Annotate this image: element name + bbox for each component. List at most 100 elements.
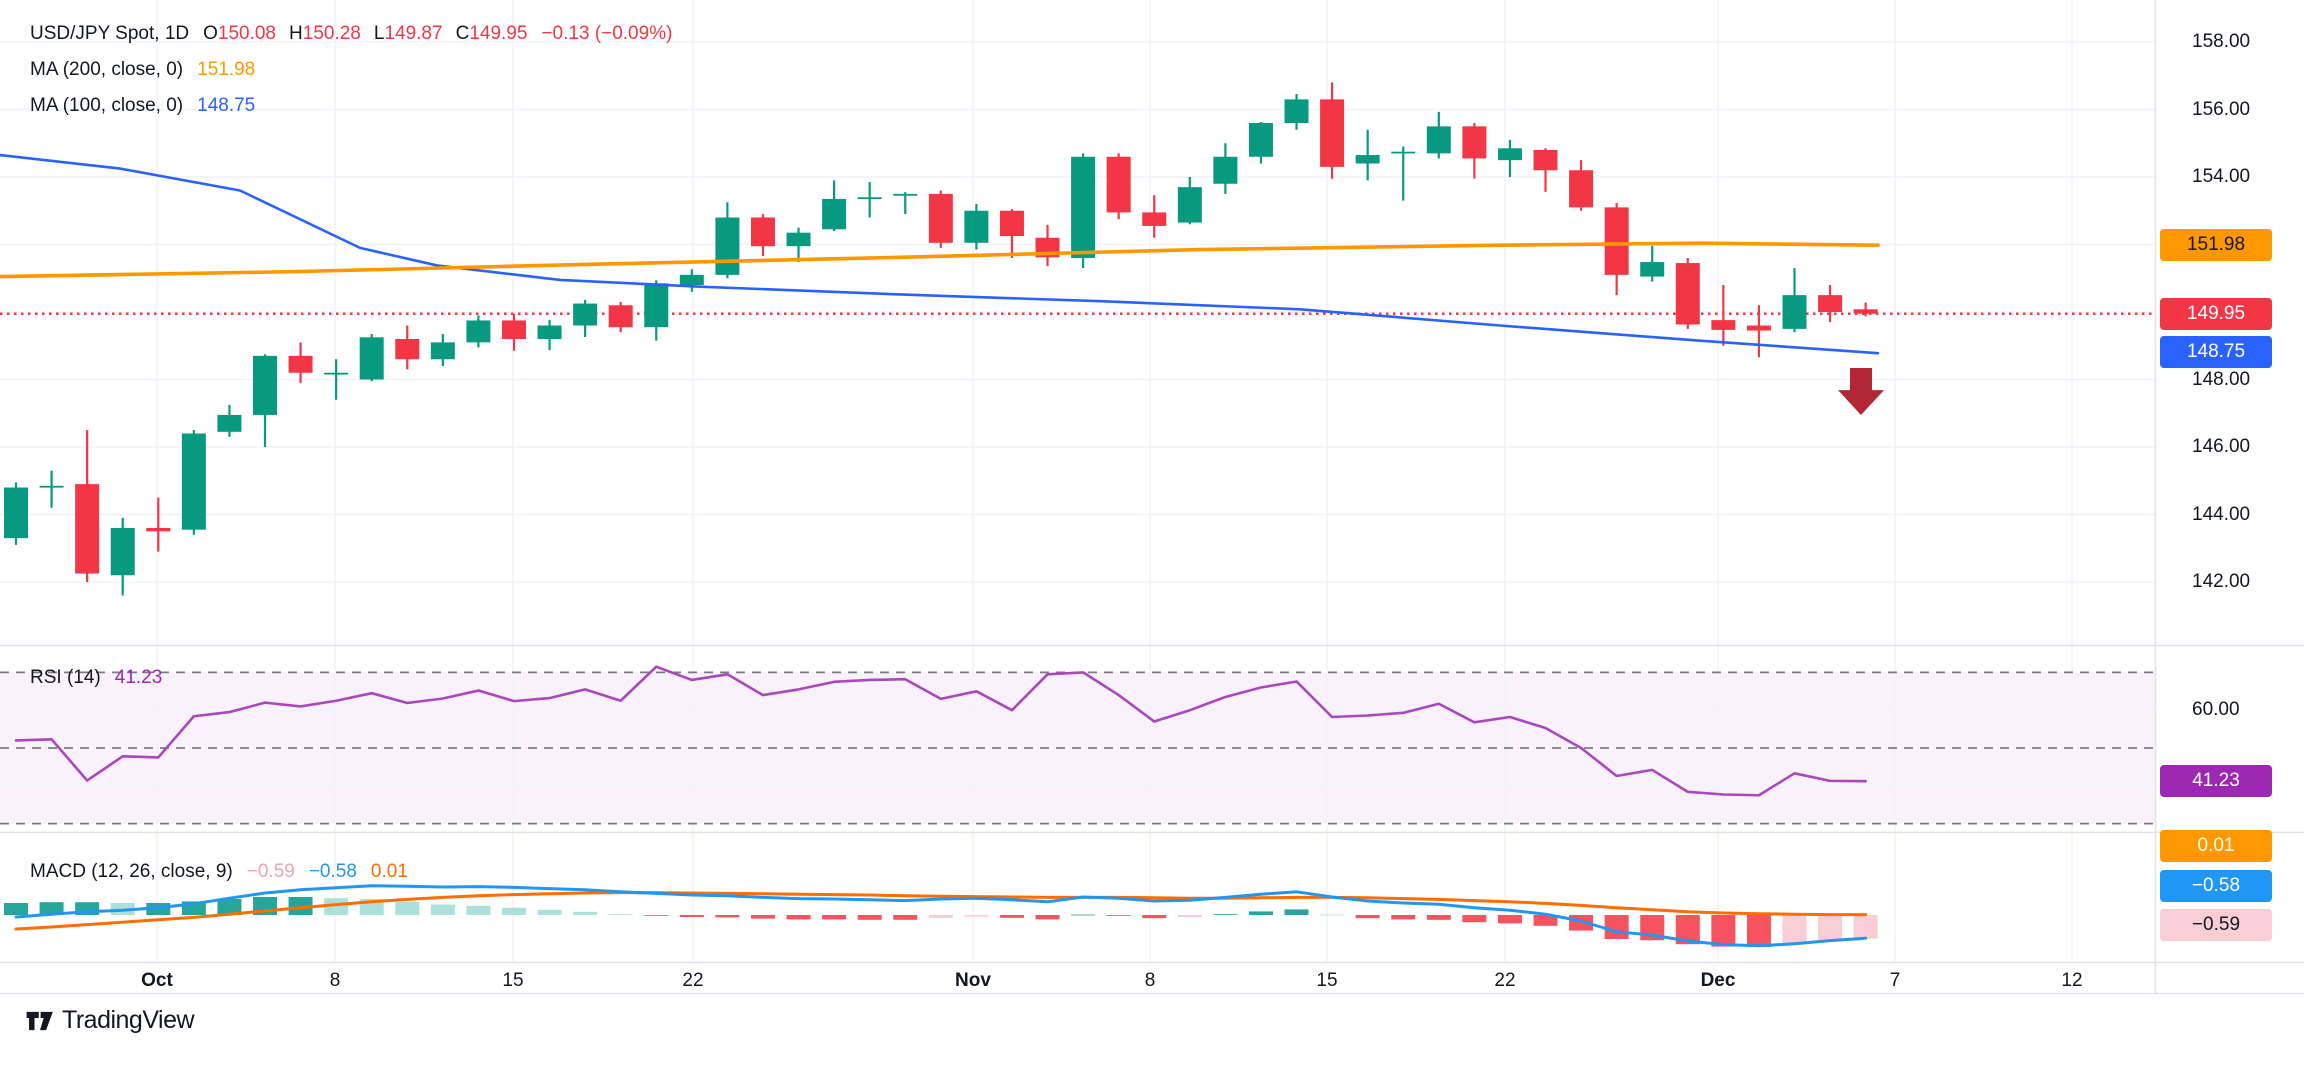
macd-histogram-bar — [288, 897, 313, 915]
time-axis-label: 8 — [329, 970, 341, 991]
macd-histogram-bar — [1462, 915, 1487, 923]
macd-histogram-bar — [1818, 915, 1843, 941]
candle — [1569, 170, 1594, 208]
macd-histogram-bar — [39, 902, 64, 915]
close-label: C — [455, 23, 470, 44]
macd-signal-value: 0.01 — [370, 861, 408, 882]
macd-histogram-bar — [715, 915, 740, 918]
candles-layer[interactable] — [4, 82, 1878, 596]
price-axis-label: 154.00 — [2192, 166, 2251, 187]
candle — [1213, 156, 1238, 184]
candle — [964, 210, 989, 243]
candle — [181, 433, 206, 530]
macd-histogram-bar — [395, 901, 420, 915]
ma100-label: MA (100, close, 0) — [30, 95, 184, 116]
close-value: 149.95 — [469, 23, 528, 44]
low-label: L — [373, 23, 385, 44]
pane-separators — [0, 0, 2304, 995]
candle — [893, 193, 918, 196]
ma100-legend-row[interactable]: MA (100, close, 0) 148.75 — [30, 95, 255, 117]
macd-histogram-bar — [1035, 915, 1060, 920]
moving-averages — [0, 153, 1880, 355]
candle — [4, 487, 28, 539]
high-label: H — [289, 23, 303, 44]
candle — [1497, 148, 1522, 161]
macd-histogram-bar — [1106, 915, 1131, 916]
macd-histogram-bar — [1533, 915, 1558, 926]
macd-histogram-bar — [857, 915, 882, 920]
rsi-value: 41.23 — [114, 667, 163, 688]
candle — [1248, 123, 1273, 157]
candle — [466, 320, 491, 343]
price-axis-badge: −0.58 — [2160, 870, 2272, 902]
macd-histogram-bar — [1142, 915, 1167, 919]
macd-plot[interactable] — [4, 884, 1878, 948]
symbol-title: USD/JPY Spot, 1D — [30, 23, 190, 44]
candle — [786, 232, 811, 247]
low-value: 149.87 — [384, 23, 443, 44]
time-axis-label: 15 — [502, 970, 524, 991]
candle — [1284, 99, 1309, 123]
price-axis-badge: 148.75 — [2160, 336, 2272, 368]
candle — [822, 198, 847, 230]
macd-legend-row[interactable]: MACD (12, 26, close, 9) −0.59 −0.58 0.01 — [30, 861, 408, 883]
ma200-label: MA (200, close, 0) — [30, 59, 184, 80]
candle — [217, 414, 242, 432]
candle — [1071, 156, 1096, 258]
macd-histogram-bar — [679, 915, 704, 917]
price-axis-label: 60.00 — [2192, 699, 2240, 720]
macd-histogram-bar — [1711, 915, 1736, 947]
time-axis-label: 22 — [682, 970, 704, 991]
symbol-legend-row[interactable]: USD/JPY Spot, 1D O150.08 H150.28 L149.87… — [30, 23, 672, 45]
time-axis-label: 8 — [1144, 970, 1156, 991]
candle — [146, 528, 171, 532]
open-value: 150.08 — [217, 23, 277, 44]
candle — [1711, 320, 1736, 330]
macd-histogram-bar — [537, 909, 562, 915]
candle — [1320, 99, 1345, 167]
candle — [679, 274, 704, 285]
price-axis-badge: 151.98 — [2160, 229, 2272, 261]
macd-histogram-bar — [4, 903, 28, 915]
macd-line — [14, 884, 1868, 948]
ma100-value: 148.75 — [197, 95, 256, 116]
ma200-legend-row[interactable]: MA (200, close, 0) 151.98 — [30, 59, 255, 81]
rsi-line — [14, 665, 1867, 797]
tradingview-logo[interactable]: TradingView — [26, 1006, 195, 1035]
down-arrow-marker[interactable] — [1838, 368, 1884, 415]
candle — [1177, 187, 1202, 223]
rsi-plot[interactable] — [14, 665, 1867, 797]
macd-histogram-bar — [964, 915, 989, 917]
price-axis-label: 156.00 — [2192, 99, 2251, 120]
macd-histogram-bar — [1071, 914, 1096, 916]
candle — [644, 283, 669, 328]
macd-histogram-bar — [928, 915, 953, 918]
tradingview-logo-text: TradingView — [62, 1006, 195, 1034]
candle — [715, 217, 740, 275]
time-axis-label: Nov — [955, 970, 991, 991]
rsi-label: RSI (14) — [30, 667, 101, 688]
candle — [999, 210, 1024, 237]
candle — [608, 305, 633, 328]
macd-histogram-bar — [324, 898, 349, 915]
time-axis-label: 15 — [1316, 970, 1338, 991]
macd-label: MACD (12, 26, close, 9) — [30, 861, 233, 882]
price-axis-label: 148.00 — [2192, 369, 2251, 390]
candle — [1426, 126, 1451, 154]
macd-histogram-bar — [1746, 915, 1771, 947]
time-axis-label: 22 — [1494, 970, 1516, 991]
candle — [359, 337, 384, 380]
price-axis-label: 146.00 — [2192, 436, 2251, 457]
time-axis-label: Dec — [1700, 970, 1736, 991]
candle — [75, 484, 100, 574]
tradingview-logo-icon — [26, 1011, 53, 1030]
candle — [324, 372, 349, 375]
macd-histogram-bar — [893, 915, 918, 920]
time-axis-label: 12 — [2061, 970, 2083, 991]
price-axis-badge: 0.01 — [2160, 830, 2272, 862]
macd-histogram-bar — [1853, 915, 1878, 939]
macd-histogram-bar — [786, 915, 811, 920]
rsi-legend-row[interactable]: RSI (14) 41.23 — [30, 667, 162, 689]
